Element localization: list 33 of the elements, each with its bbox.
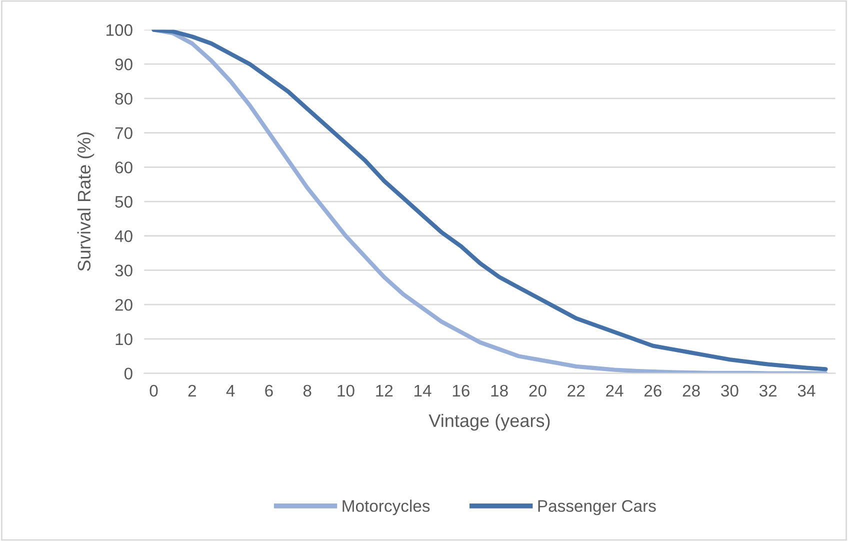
x-tick-label: 28 — [682, 384, 700, 397]
x-tick-label: 24 — [606, 384, 624, 396]
y-tick-label: 30 — [115, 264, 132, 276]
y-tick-label: 50 — [115, 196, 132, 208]
x-tick-label: 32 — [759, 384, 777, 397]
y-tick-label: 10 — [116, 333, 132, 346]
x-axis-title: Vintage (years) — [428, 414, 550, 431]
x-tick-label: 10 — [338, 384, 354, 397]
x-tick-label: 4 — [226, 385, 235, 396]
y-axis-title: Survival Rate (%) — [77, 132, 94, 271]
y-tick-label: 40 — [114, 230, 132, 242]
x-tick-label: 20 — [529, 384, 546, 397]
x-tick-label: 0 — [150, 384, 158, 397]
x-tick-label: 6 — [265, 384, 273, 397]
y-tick-label: 0 — [124, 368, 132, 380]
legend-label: Passenger Cars — [538, 500, 656, 516]
x-tick-label: 2 — [188, 384, 196, 396]
y-tick-label: 20 — [115, 298, 132, 311]
x-tick-label: 26 — [644, 384, 662, 397]
y-tick-label: 100 — [106, 24, 132, 36]
legend-label: Motorcycles — [342, 500, 430, 516]
x-tick-label: 12 — [376, 384, 393, 396]
x-tick-label: 34 — [798, 384, 816, 397]
y-tick-label: 60 — [115, 162, 132, 174]
y-tick-label: 80 — [115, 92, 132, 105]
x-tick-label: 30 — [721, 384, 738, 397]
x-tick-label: 14 — [414, 385, 432, 396]
y-tick-label: 90 — [115, 58, 132, 70]
x-tick-label: 18 — [491, 384, 508, 397]
x-tick-label: 16 — [452, 384, 470, 397]
x-tick-label: 8 — [303, 384, 312, 397]
x-tick-label: 22 — [568, 384, 585, 396]
y-tick-label: 70 — [115, 127, 132, 140]
